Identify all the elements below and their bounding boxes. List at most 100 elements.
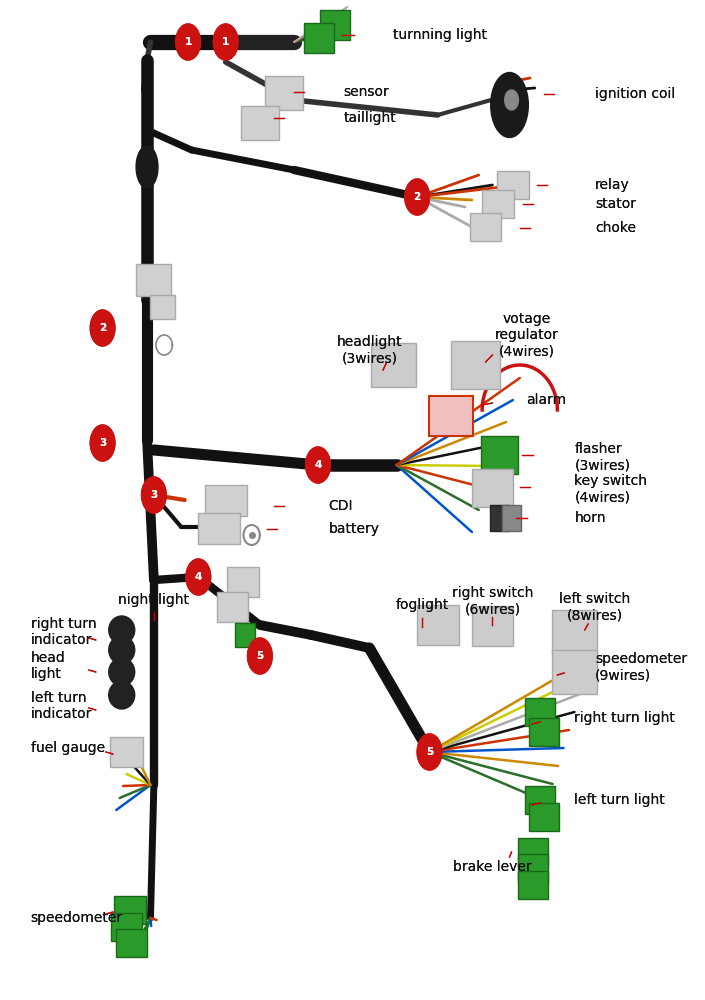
Text: 1: 1 — [222, 37, 229, 47]
FancyBboxPatch shape — [417, 605, 458, 645]
Text: left switch
(8wires): left switch (8wires) — [559, 592, 630, 622]
Text: votage
regulator
(4wires): votage regulator (4wires) — [495, 312, 558, 358]
Text: key switch
(4wires): key switch (4wires) — [575, 474, 647, 504]
Text: taillight: taillight — [343, 111, 396, 125]
Text: 4: 4 — [314, 460, 321, 470]
Circle shape — [90, 310, 115, 346]
Ellipse shape — [109, 658, 135, 686]
Text: head
light: head light — [31, 651, 66, 681]
Text: 4: 4 — [195, 572, 202, 582]
FancyBboxPatch shape — [502, 505, 521, 531]
Text: relay: relay — [595, 178, 630, 192]
Text: turnning light: turnning light — [393, 28, 487, 42]
Text: headlight
(3wires): headlight (3wires) — [336, 335, 402, 365]
Text: 2: 2 — [99, 323, 106, 333]
Text: right turn light: right turn light — [575, 711, 675, 725]
Text: taillight: taillight — [343, 111, 396, 125]
Text: 3: 3 — [99, 438, 106, 448]
FancyBboxPatch shape — [481, 436, 517, 474]
Circle shape — [214, 24, 238, 60]
Circle shape — [90, 425, 115, 461]
Text: battery: battery — [329, 522, 379, 536]
Text: key switch
(4wires): key switch (4wires) — [575, 474, 647, 504]
Text: brake lever: brake lever — [453, 860, 532, 874]
Text: headlight
(3wires): headlight (3wires) — [336, 335, 402, 365]
FancyBboxPatch shape — [518, 871, 548, 899]
Text: ignition coil: ignition coil — [595, 87, 675, 101]
Text: brake lever: brake lever — [453, 860, 532, 874]
Text: left turn
indicator: left turn indicator — [31, 691, 92, 721]
Text: choke: choke — [595, 221, 636, 235]
FancyBboxPatch shape — [525, 786, 556, 814]
Text: relay: relay — [595, 178, 630, 192]
FancyBboxPatch shape — [116, 929, 147, 957]
FancyBboxPatch shape — [227, 567, 259, 597]
FancyBboxPatch shape — [490, 505, 509, 531]
Text: foglight: foglight — [396, 598, 448, 612]
Text: ignition coil: ignition coil — [595, 87, 675, 101]
Text: right switch
(6wires): right switch (6wires) — [452, 586, 533, 616]
Text: sensor: sensor — [343, 85, 389, 99]
Text: night light: night light — [118, 593, 190, 607]
Text: foglight: foglight — [396, 598, 448, 612]
Text: alarm: alarm — [527, 393, 567, 407]
Circle shape — [176, 24, 200, 60]
Circle shape — [214, 24, 238, 60]
Text: horn: horn — [575, 511, 606, 525]
FancyBboxPatch shape — [470, 213, 501, 241]
Text: votage
regulator
(4wires): votage regulator (4wires) — [495, 312, 558, 358]
Circle shape — [306, 447, 331, 483]
FancyBboxPatch shape — [552, 650, 597, 694]
FancyBboxPatch shape — [320, 10, 350, 40]
Text: left turn
indicator: left turn indicator — [31, 691, 92, 721]
FancyBboxPatch shape — [150, 295, 175, 319]
Text: 5: 5 — [426, 747, 433, 757]
Text: right turn
indicator: right turn indicator — [31, 617, 97, 647]
FancyBboxPatch shape — [371, 343, 416, 387]
Text: 1: 1 — [185, 37, 192, 47]
Text: speedometer: speedometer — [31, 911, 123, 925]
Text: battery: battery — [329, 522, 379, 536]
Circle shape — [142, 477, 166, 513]
Ellipse shape — [491, 73, 528, 137]
Text: turnning light: turnning light — [393, 28, 487, 42]
Text: 2: 2 — [414, 192, 421, 202]
Text: right turn light: right turn light — [575, 711, 675, 725]
Text: 2: 2 — [99, 323, 106, 333]
Text: 4: 4 — [195, 572, 202, 582]
FancyBboxPatch shape — [518, 838, 548, 866]
Circle shape — [176, 24, 200, 60]
FancyBboxPatch shape — [472, 469, 513, 507]
Ellipse shape — [109, 681, 135, 709]
Circle shape — [306, 447, 331, 483]
FancyBboxPatch shape — [198, 513, 240, 544]
FancyBboxPatch shape — [497, 171, 529, 199]
Text: speedometer
(9wires): speedometer (9wires) — [595, 652, 687, 682]
Text: fuel gauge: fuel gauge — [31, 741, 105, 755]
Ellipse shape — [109, 616, 135, 644]
FancyBboxPatch shape — [137, 264, 171, 296]
Ellipse shape — [109, 636, 135, 664]
FancyBboxPatch shape — [529, 803, 559, 831]
Text: left switch
(8wires): left switch (8wires) — [559, 592, 630, 622]
Text: right switch
(6wires): right switch (6wires) — [452, 586, 533, 616]
FancyBboxPatch shape — [451, 341, 500, 389]
Circle shape — [405, 179, 429, 215]
Circle shape — [247, 638, 272, 674]
Text: flasher
(3wires): flasher (3wires) — [575, 442, 630, 472]
Text: 4: 4 — [314, 460, 321, 470]
Text: head
light: head light — [31, 651, 66, 681]
Circle shape — [90, 310, 115, 346]
Text: speedometer
(9wires): speedometer (9wires) — [595, 652, 687, 682]
Ellipse shape — [136, 146, 158, 188]
Circle shape — [90, 425, 115, 461]
FancyBboxPatch shape — [525, 698, 556, 726]
Circle shape — [417, 734, 442, 770]
Ellipse shape — [505, 90, 518, 110]
Text: sensor: sensor — [343, 85, 389, 99]
Text: left turn light: left turn light — [575, 793, 666, 807]
Circle shape — [142, 477, 166, 513]
Text: choke: choke — [595, 221, 636, 235]
FancyBboxPatch shape — [114, 896, 146, 924]
Text: 5: 5 — [426, 747, 433, 757]
